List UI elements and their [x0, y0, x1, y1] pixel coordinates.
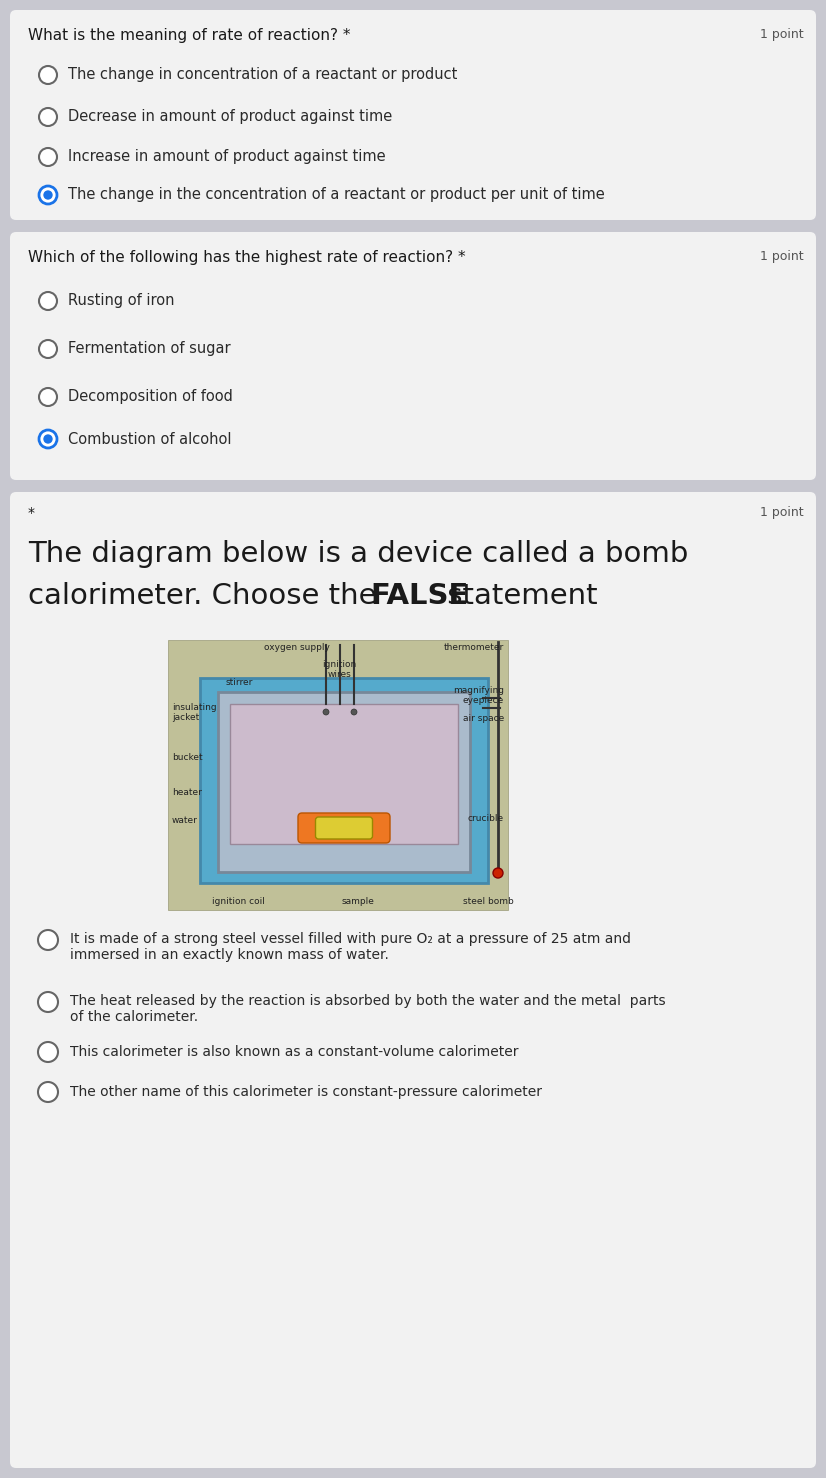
- FancyBboxPatch shape: [298, 813, 390, 842]
- Circle shape: [39, 430, 57, 448]
- Text: The change in the concentration of a reactant or product per unit of time: The change in the concentration of a rea…: [68, 188, 605, 202]
- Circle shape: [43, 191, 53, 200]
- Text: Rusting of iron: Rusting of iron: [68, 294, 174, 309]
- Text: 1 point: 1 point: [761, 250, 804, 263]
- FancyBboxPatch shape: [230, 704, 458, 844]
- Circle shape: [39, 108, 57, 126]
- Text: bucket: bucket: [172, 752, 202, 763]
- FancyBboxPatch shape: [316, 817, 373, 840]
- Text: The other name of this calorimeter is constant-pressure calorimeter: The other name of this calorimeter is co…: [70, 1085, 542, 1100]
- Circle shape: [351, 709, 357, 715]
- Text: The change in concentration of a reactant or product: The change in concentration of a reactan…: [68, 68, 458, 83]
- Text: ignition coil: ignition coil: [211, 897, 264, 906]
- Text: The diagram below is a device called a bomb: The diagram below is a device called a b…: [28, 539, 688, 568]
- Circle shape: [39, 148, 57, 166]
- Text: Which of the following has the highest rate of reaction? *: Which of the following has the highest r…: [28, 250, 466, 265]
- FancyBboxPatch shape: [10, 492, 816, 1468]
- Circle shape: [39, 67, 57, 84]
- Text: air space: air space: [463, 714, 504, 723]
- Text: heater: heater: [172, 788, 202, 797]
- Text: 1 point: 1 point: [761, 28, 804, 41]
- Text: ignition
wires: ignition wires: [322, 661, 356, 680]
- FancyBboxPatch shape: [200, 678, 488, 882]
- Text: stirrer: stirrer: [226, 678, 254, 687]
- Circle shape: [39, 340, 57, 358]
- Text: thermometer: thermometer: [444, 643, 504, 652]
- Circle shape: [38, 1082, 58, 1103]
- Text: oxygen supply: oxygen supply: [264, 643, 330, 652]
- Text: statement: statement: [438, 582, 598, 610]
- Circle shape: [39, 389, 57, 406]
- Circle shape: [39, 186, 57, 204]
- Text: Decomposition of food: Decomposition of food: [68, 390, 233, 405]
- Text: FALSE: FALSE: [370, 582, 468, 610]
- Circle shape: [38, 1042, 58, 1063]
- Text: of the calorimeter.: of the calorimeter.: [70, 1009, 198, 1024]
- Circle shape: [38, 992, 58, 1012]
- Text: sample: sample: [342, 897, 374, 906]
- Text: *: *: [28, 505, 35, 520]
- Text: immersed in an exactly known mass of water.: immersed in an exactly known mass of wat…: [70, 947, 389, 962]
- Text: The heat released by the reaction is absorbed by both the water and the metal  p: The heat released by the reaction is abs…: [70, 995, 666, 1008]
- FancyBboxPatch shape: [218, 692, 470, 872]
- FancyBboxPatch shape: [10, 232, 816, 480]
- Text: Combustion of alcohol: Combustion of alcohol: [68, 432, 231, 446]
- Text: This calorimeter is also known as a constant-volume calorimeter: This calorimeter is also known as a cons…: [70, 1045, 519, 1060]
- Text: crucible: crucible: [468, 814, 504, 823]
- FancyBboxPatch shape: [10, 10, 816, 220]
- Text: steel bomb: steel bomb: [463, 897, 514, 906]
- Text: insulating
jacket: insulating jacket: [172, 704, 216, 723]
- Text: Fermentation of sugar: Fermentation of sugar: [68, 341, 230, 356]
- Circle shape: [43, 435, 53, 443]
- FancyBboxPatch shape: [168, 640, 508, 910]
- Text: water: water: [172, 816, 198, 825]
- Text: 1 point: 1 point: [761, 505, 804, 519]
- Text: Decrease in amount of product against time: Decrease in amount of product against ti…: [68, 109, 392, 124]
- Circle shape: [39, 293, 57, 310]
- Text: calorimeter. Choose the: calorimeter. Choose the: [28, 582, 386, 610]
- Text: Increase in amount of product against time: Increase in amount of product against ti…: [68, 149, 386, 164]
- Circle shape: [38, 930, 58, 950]
- Text: It is made of a strong steel vessel filled with pure O₂ at a pressure of 25 atm : It is made of a strong steel vessel fill…: [70, 933, 631, 946]
- Text: magnifying
eyepiece: magnifying eyepiece: [453, 686, 504, 705]
- Text: What is the meaning of rate of reaction? *: What is the meaning of rate of reaction?…: [28, 28, 350, 43]
- Circle shape: [493, 868, 503, 878]
- Circle shape: [323, 709, 329, 715]
